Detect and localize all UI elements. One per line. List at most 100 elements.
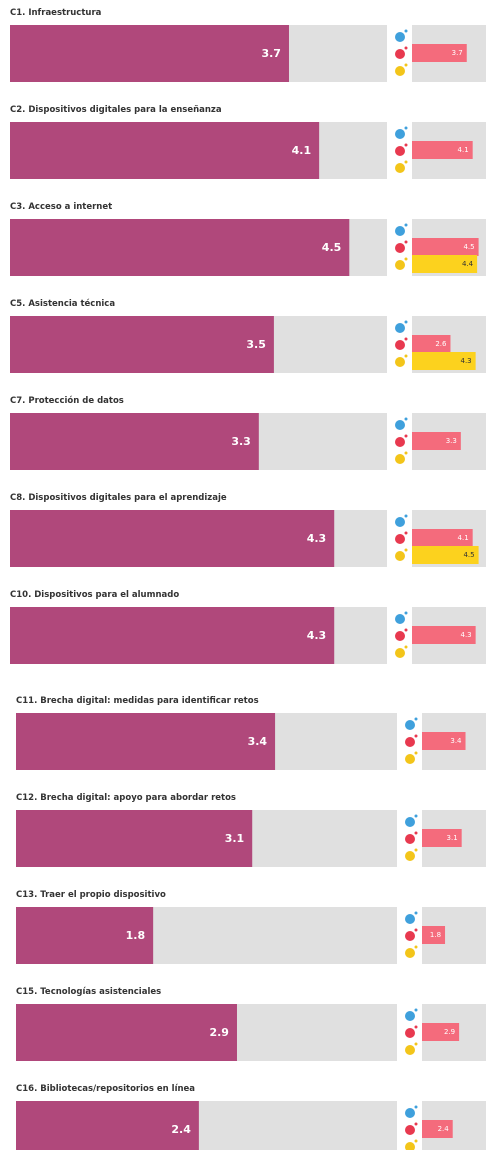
group-icon-spark [404, 417, 408, 421]
group-icon-spark [404, 354, 408, 358]
bar-value: 4.3 [307, 532, 327, 545]
group-value: 3.3 [446, 437, 457, 445]
panel-title: C5. Asistencia técnica [10, 298, 115, 309]
group-icon [395, 437, 405, 447]
bar-value: 4.3 [307, 629, 327, 642]
group-icon-spark [414, 1008, 418, 1012]
group-bar [422, 1120, 453, 1138]
group-icon [405, 1011, 415, 1021]
group-icon [395, 551, 405, 561]
bar-value: 4.1 [292, 144, 312, 157]
group-value: 4.4 [462, 260, 474, 268]
panel-title: C7. Protección de datos [10, 395, 124, 406]
group-value: 3.4 [450, 737, 462, 745]
bar [16, 810, 253, 867]
bar [16, 1004, 237, 1061]
group-bar [412, 335, 451, 353]
group-icon [405, 834, 415, 844]
group-icon [405, 737, 415, 747]
group-bar [422, 829, 462, 847]
panel-title: C8. Dispositivos digitales para el apren… [10, 493, 227, 503]
group-icon-spark [404, 628, 408, 632]
group-icon-spark [414, 751, 418, 755]
group-icon [395, 226, 405, 236]
group-bar [412, 44, 467, 62]
bar [10, 316, 274, 373]
bar [16, 713, 276, 770]
group-icon [395, 517, 405, 527]
bar [16, 1101, 199, 1150]
group-bar [422, 926, 446, 944]
group-icon-spark [404, 645, 408, 649]
group-icon-spark [404, 257, 408, 261]
group-icon-spark [404, 514, 408, 518]
group-icon [405, 1045, 415, 1055]
group-icon [405, 1125, 415, 1135]
group-icon [395, 631, 405, 641]
group-value: 4.3 [460, 631, 471, 639]
group-icon-spark [404, 434, 408, 438]
group-icon [395, 66, 405, 76]
group-bar [412, 626, 476, 644]
bar-value: 2.4 [171, 1123, 191, 1136]
group-value: 2.9 [444, 1028, 455, 1036]
group-icon-spark [404, 46, 408, 50]
group-icon-spark [404, 337, 408, 341]
panel-title: C10. Dispositivos para el alumnado [10, 590, 179, 600]
group-icon [405, 931, 415, 941]
group-icon [395, 340, 405, 350]
group-value: 4.5 [463, 551, 474, 559]
group-icon-spark [414, 734, 418, 738]
panel-title: C1. Infraestructura [10, 8, 102, 18]
group-icon-spark [414, 911, 418, 915]
group-icon-spark [414, 831, 418, 835]
group-value: 4.1 [458, 534, 469, 542]
group-bar [422, 1023, 460, 1041]
group-icon [405, 851, 415, 861]
group-bar [422, 732, 466, 750]
group-icon [395, 534, 405, 544]
group-icon [395, 357, 405, 367]
bar-value: 4.5 [322, 241, 342, 254]
group-icon-spark [404, 531, 408, 535]
group-icon-spark [404, 548, 408, 552]
group-value: 3.1 [447, 834, 458, 842]
group-icon [395, 163, 405, 173]
bar [10, 510, 335, 567]
group-icon [405, 754, 415, 764]
group-icon [395, 323, 405, 333]
group-icon [395, 614, 405, 624]
group-value: 4.5 [463, 243, 474, 251]
bar [10, 607, 335, 664]
group-icon [395, 260, 405, 270]
panel-title: C11. Brecha digital: medidas para identi… [16, 696, 259, 706]
group-icon-spark [414, 717, 418, 721]
group-icon-spark [404, 29, 408, 33]
group-icon-spark [414, 1122, 418, 1126]
group-icon [405, 914, 415, 924]
bar-value: 3.7 [261, 47, 281, 60]
group-icon-spark [414, 1025, 418, 1029]
bar [10, 122, 320, 179]
panel-title: C3. Acceso a internet [10, 202, 112, 212]
group-icon [395, 49, 405, 59]
group-icon-spark [414, 945, 418, 949]
group-bar [412, 432, 461, 450]
group-bar [412, 238, 479, 256]
group-icon [395, 420, 405, 430]
group-icon-spark [404, 320, 408, 324]
bar-value: 3.4 [248, 735, 268, 748]
group-icon-spark [404, 143, 408, 147]
group-bar [412, 352, 476, 370]
group-value: 3.7 [452, 49, 463, 57]
bar-value: 3.3 [231, 435, 251, 448]
group-icon-spark [414, 1105, 418, 1109]
panel-title: C2. Dispositivos digitales para la enseñ… [10, 105, 222, 115]
bar-value: 3.5 [246, 338, 266, 351]
group-icon-spark [414, 1139, 418, 1143]
group-value: 2.4 [438, 1125, 450, 1133]
bar-value: 1.8 [126, 929, 146, 942]
group-icon-spark [404, 451, 408, 455]
group-icon-spark [414, 848, 418, 852]
